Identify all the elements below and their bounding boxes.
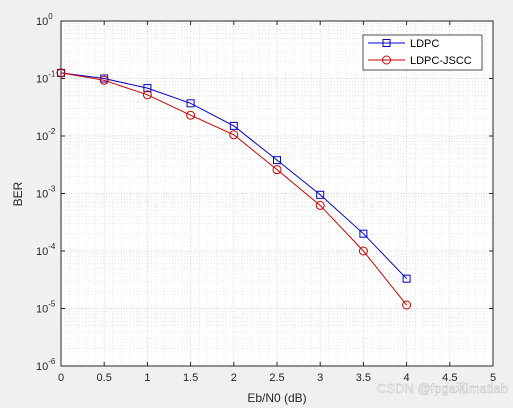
data-point-ldpc (273, 156, 281, 165)
y-tick-label: 10-1 (36, 70, 56, 86)
x-tick-label: 3 (317, 372, 323, 384)
legend: LDPC LDPC-JSCC (362, 34, 483, 71)
data-point-ldpc (402, 274, 411, 283)
y-tick-labels: 100 10-1 10-2 10-3 10-4 10-5 10-6 (36, 12, 56, 373)
legend-label-ldpc: LDPC (410, 38, 439, 50)
x-tick-label: 2.5 (269, 372, 284, 384)
x-tick-label: 4 (404, 372, 410, 384)
x-tick-label: 4.5 (442, 372, 457, 384)
series-line-ldpc-jscc (60, 72, 407, 306)
data-point-ldpc-jscc (229, 130, 239, 140)
x-tick-label: 1 (144, 372, 150, 384)
x-tick-label: 2 (231, 372, 237, 384)
y-tick-label: 10-4 (36, 242, 56, 258)
legend-marker-ldpc (382, 39, 391, 47)
y-tick-label: 10-3 (36, 185, 56, 201)
data-point-ldpc-jscc (186, 110, 196, 120)
series-ldpc-jscc (56, 68, 412, 310)
data-point-ldpc (143, 84, 152, 93)
x-tick-label: 5 (490, 372, 496, 384)
data-point-ldpc-jscc (402, 300, 412, 310)
x-tick-label: 1.5 (183, 372, 198, 384)
x-tick-labels: 0 0.5 1 1.5 2 2.5 3 3.5 4 4.5 5 (58, 372, 496, 384)
data-point-ldpc-jscc (99, 75, 109, 85)
data-point-ldpc-jscc (56, 68, 66, 78)
y-tick-label: 10-2 (36, 127, 56, 143)
series-group (56, 68, 412, 310)
data-point-ldpc-jscc (358, 246, 368, 256)
y-tick-label: 10-6 (36, 357, 56, 373)
x-axis-label: Eb/N0 (dB) (247, 391, 306, 405)
x-tick-label: 0.5 (97, 372, 112, 384)
y-tick-label: 100 (36, 12, 53, 28)
legend-marker-ldpc-jscc (382, 55, 391, 65)
y-tick-label: 10-5 (36, 300, 56, 316)
data-point-ldpc (186, 99, 195, 108)
axis-ticks (60, 20, 494, 367)
data-point-ldpc-jscc (272, 165, 282, 175)
data-point-ldpc (359, 229, 368, 238)
watermark: CSDN @fpga和matlab (377, 381, 508, 396)
data-point-ldpc (316, 190, 325, 199)
data-point-ldpc-jscc (142, 90, 152, 100)
data-point-ldpc-jscc (315, 200, 325, 210)
y-axis-label: BER (11, 181, 25, 206)
series-line-ldpc (60, 72, 407, 280)
legend-label-ldpc-jscc: LDPC-JSCC (410, 55, 472, 67)
x-tick-label: 0 (58, 372, 64, 384)
data-point-ldpc (229, 121, 238, 130)
x-tick-label: 3.5 (356, 372, 371, 384)
